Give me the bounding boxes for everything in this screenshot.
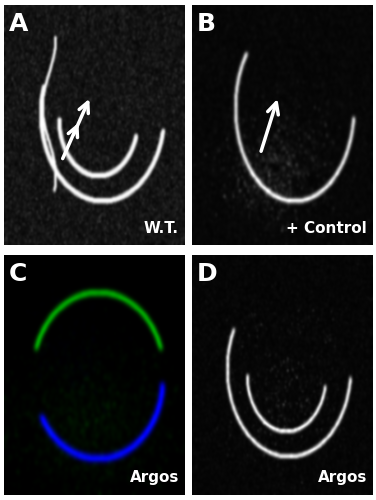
Text: C: C [9,262,27,286]
Text: D: D [197,262,218,286]
Text: A: A [9,12,29,36]
Text: Argos: Argos [130,470,179,486]
Text: W.T.: W.T. [144,220,179,236]
Text: + Control: + Control [286,220,367,236]
Text: B: B [197,12,216,36]
Text: Argos: Argos [317,470,367,486]
